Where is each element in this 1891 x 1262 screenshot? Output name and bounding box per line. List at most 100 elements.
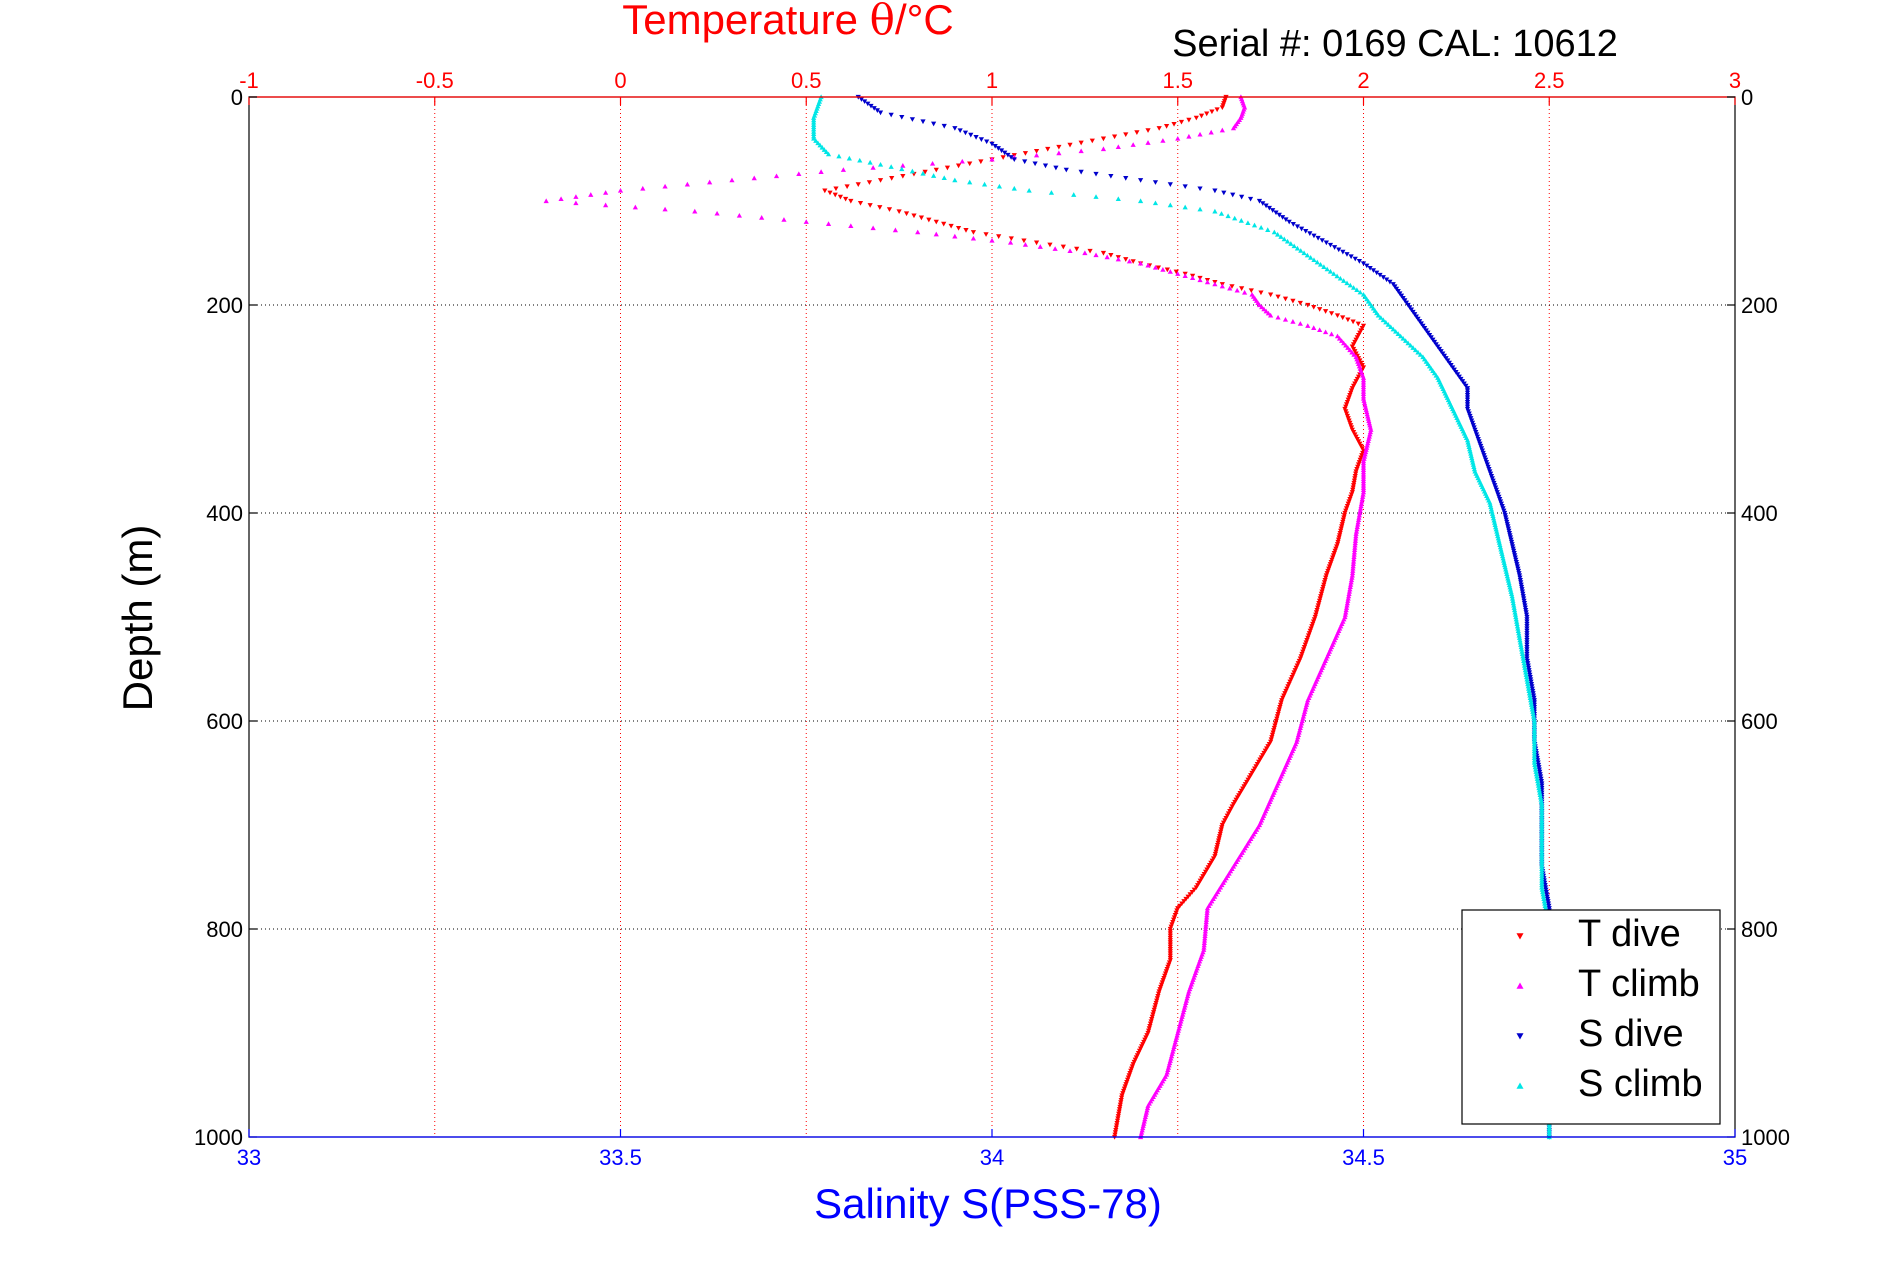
data-point: [877, 205, 883, 210]
data-point: [1542, 903, 1548, 908]
data-point: [1304, 699, 1310, 705]
data-point: [1336, 335, 1343, 341]
data-point: [1344, 280, 1350, 286]
data-point: [1227, 285, 1233, 291]
data-point: [832, 192, 838, 198]
data-point: [1324, 266, 1330, 272]
data-point: [1529, 706, 1535, 712]
data-point: [1538, 799, 1545, 804]
data-point: [1501, 557, 1507, 563]
data-point: [1495, 533, 1501, 539]
data-point: [1177, 1023, 1183, 1029]
salinity-tick-label: 34: [980, 1145, 1004, 1170]
data-point: [1514, 619, 1520, 624]
data-point: [714, 210, 720, 216]
data-point: [1508, 589, 1514, 594]
depth-tick-label-left: 400: [206, 501, 243, 526]
data-point: [1100, 146, 1107, 152]
data-point: [1167, 1058, 1173, 1063]
data-point: [888, 164, 894, 169]
legend-marker: [1516, 1033, 1524, 1040]
data-point: [1352, 540, 1358, 546]
data-point: [1490, 513, 1496, 519]
data-point: [1143, 1112, 1149, 1117]
data-point: [1528, 699, 1534, 705]
data-point: [1363, 407, 1369, 412]
data-point: [1398, 333, 1404, 339]
data-point: [1353, 535, 1359, 541]
data-point: [1469, 455, 1475, 461]
data-point: [1321, 264, 1327, 269]
data-point: [1508, 591, 1515, 597]
data-point: [998, 148, 1005, 154]
data-point: [1209, 109, 1215, 115]
data-point: [1328, 311, 1335, 316]
data-point: [1202, 931, 1208, 936]
data-point: [941, 123, 947, 129]
data-point: [1362, 451, 1368, 457]
data-point: [1347, 586, 1353, 592]
data-point: [543, 198, 549, 204]
depth-tick-label-left: 0: [231, 85, 243, 110]
data-point: [1515, 628, 1521, 633]
data-point: [1498, 549, 1505, 554]
data-point: [1519, 651, 1526, 657]
data-point: [1082, 250, 1088, 256]
data-point: [1532, 762, 1538, 767]
data-point: [1380, 317, 1386, 323]
data-point: [1142, 1116, 1148, 1122]
data-point: [1497, 544, 1504, 550]
data-point: [1300, 713, 1307, 719]
data-point: [1346, 593, 1352, 599]
data-point: [1387, 279, 1393, 285]
data-point: [1175, 1030, 1181, 1036]
legend-label: T climb: [1578, 963, 1700, 1005]
data-point: [1489, 511, 1496, 516]
data-point: [1360, 489, 1367, 495]
data-point: [1115, 256, 1121, 262]
data-point: [1078, 169, 1084, 175]
data-point: [899, 166, 905, 172]
data-point: [1111, 134, 1118, 140]
data-point: [1374, 270, 1380, 276]
data-point: [1513, 614, 1519, 620]
data-point: [1347, 584, 1353, 590]
data-point: [1366, 433, 1372, 439]
data-point: [1527, 695, 1533, 700]
temperature-tick-label: 1: [986, 68, 998, 93]
data-point: [911, 213, 917, 219]
data-point: [1258, 290, 1264, 296]
data-point: [1499, 551, 1505, 556]
data-point: [929, 160, 936, 166]
data-point: [1340, 249, 1346, 255]
data-point: [836, 153, 842, 159]
data-point: [1516, 630, 1522, 636]
depth-tick-label-left: 1000: [194, 1125, 243, 1150]
data-point: [1203, 924, 1209, 929]
data-point: [819, 144, 825, 150]
data-point: [1516, 632, 1522, 638]
data-point: [1502, 564, 1508, 570]
data-point: [1517, 637, 1523, 643]
data-point: [1230, 192, 1236, 198]
data-point: [1140, 1125, 1146, 1131]
data-point: [1067, 248, 1073, 253]
data-point: [1523, 669, 1529, 675]
data-point: [1303, 228, 1309, 234]
data-point: [1365, 416, 1371, 421]
salinity-tick-label: 34.5: [1342, 1145, 1385, 1170]
data-point: [1021, 238, 1027, 244]
temperature-label-theta: θ: [870, 0, 895, 44]
data-point: [1185, 993, 1191, 999]
data-point: [1356, 515, 1362, 520]
data-point: [948, 223, 954, 229]
data-point: [1212, 208, 1218, 214]
data-point: [1362, 402, 1368, 408]
data-point: [1470, 462, 1476, 467]
data-point: [1349, 570, 1356, 576]
data-point: [1500, 555, 1506, 561]
data-point: [1351, 549, 1358, 555]
data-point: [1067, 142, 1073, 148]
data-point: [962, 130, 969, 136]
